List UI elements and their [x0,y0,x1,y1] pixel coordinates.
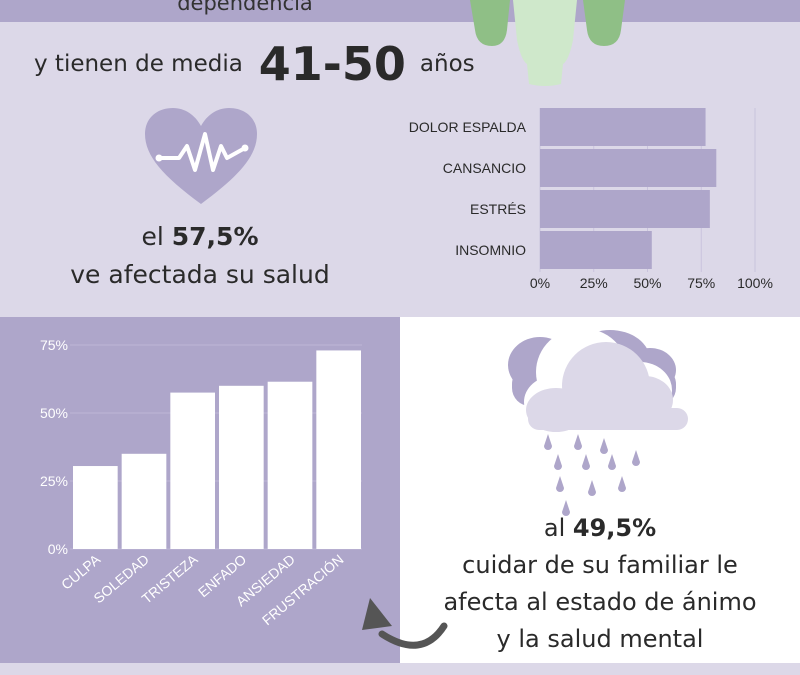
health-pre: el [141,222,164,251]
mood-text: al 49,5% cuidar de su familiar le afecta… [420,510,780,658]
people-icon [470,0,625,86]
curved-arrow-icon [362,598,448,649]
vbar-bar [267,381,313,549]
vbar-tick-label: 50% [40,405,68,421]
mood-pre: al [543,514,566,542]
hbar-bar [540,190,710,228]
vbar-bar [316,350,361,549]
rain-cloud-icon [508,330,688,516]
health-post: ve afectada su salud [70,260,330,289]
age-value: 41-50 [258,37,406,91]
vbar-bar [121,453,167,549]
mood-line-3: y la salud mental [496,625,704,653]
hbar-category-label: ESTRÉS [470,201,526,217]
vbar-tick-label: 0% [48,541,68,557]
vbar-bar [219,385,264,549]
hbar-tick-label: 50% [633,275,661,291]
vbar-category-label: FRUSTRACIÓN [259,551,347,628]
health-issues-chart: 0% 25% 50% 75% 100% DOLOR ESPALDA CANSANCIO EST… [409,108,773,291]
emotions-chart: 0%25%50%75%CULPASOLEDADTRISTEZAENFADOANS… [40,337,362,628]
top-strip-text: dependencia [177,0,313,15]
mood-line-2: afecta al estado de ánimo [443,588,757,616]
hbar-category-label: INSOMNIO [455,242,526,258]
heart-pulse-icon [145,108,257,204]
vbar-bar [73,466,118,549]
mood-value: 49,5% [572,514,657,542]
hbar-tick-label: 25% [580,275,608,291]
health-value: 57,5% [171,222,259,251]
hbar-tick-label: 75% [687,275,715,291]
hbar-category-label: CANSANCIO [443,160,526,176]
hbar-bar [540,149,717,187]
vbar-bar [170,392,215,549]
vbar-tick-label: 25% [40,473,68,489]
health-text: el 57,5% ve afectada su salud [40,218,360,294]
mood-line-1: cuidar de su familiar le [462,551,738,579]
vbar-tick-label: 75% [40,337,68,353]
hbar-bar [540,108,706,146]
hbar-tick-label: 100% [737,275,773,291]
age-prefix: y tienen de media [34,51,243,77]
hbar-tick-label: 0% [530,275,550,291]
age-line: y tienen de media 41-50 años [34,36,475,92]
hbar-category-label: DOLOR ESPALDA [409,119,527,135]
hbar-bar [540,231,652,269]
bottom-band [0,663,800,675]
age-suffix: años [419,51,475,77]
raindrops [544,434,640,516]
